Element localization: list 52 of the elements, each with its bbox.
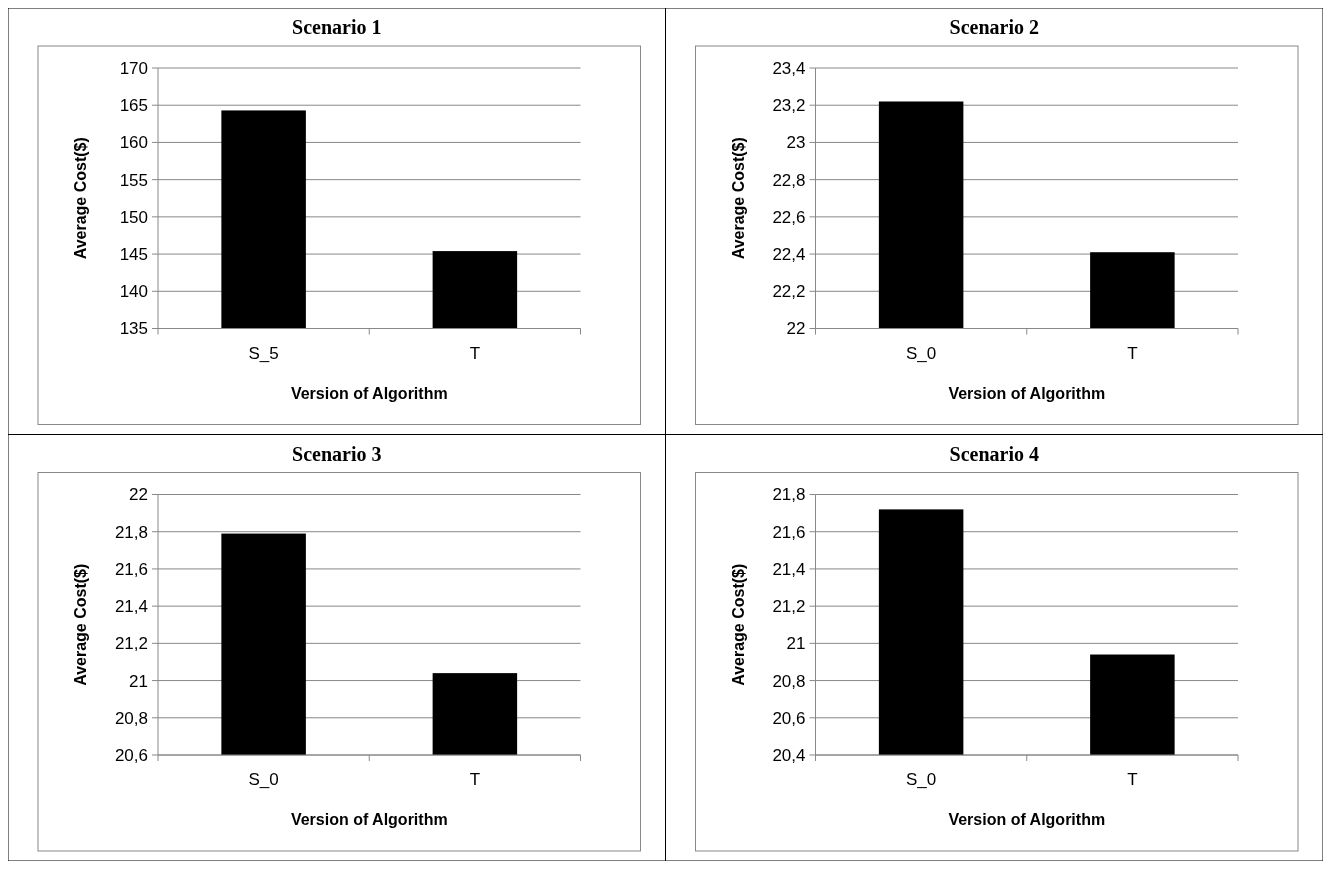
y-tick-label: 135 xyxy=(119,319,148,339)
y-tick-label: 20,8 xyxy=(114,708,148,728)
x-tick-label: S_0 xyxy=(248,770,279,789)
y-tick-label: 20,6 xyxy=(114,745,148,765)
y-tick-label: 140 xyxy=(119,282,148,302)
x-tick-label: T xyxy=(1127,770,1138,789)
x-axis-title: Version of Algorithm xyxy=(290,384,448,402)
y-tick-label: 23,2 xyxy=(772,96,806,116)
x-axis-title: Version of Algorithm xyxy=(290,811,448,828)
y-tick-label: 21,6 xyxy=(772,522,806,542)
y-tick-label: 21,2 xyxy=(772,597,806,617)
y-tick-label: 165 xyxy=(119,96,148,116)
x-tick-label: T xyxy=(469,343,481,363)
y-tick-label: 22,6 xyxy=(772,207,806,227)
y-axis-title: Average Cost($) xyxy=(729,563,747,686)
y-axis-title: Average Cost($) xyxy=(72,137,89,260)
y-tick-label: 21,8 xyxy=(114,522,148,542)
chart-title: Scenario 4 xyxy=(949,442,1039,465)
y-tick-label: 21,4 xyxy=(772,559,806,579)
y-tick-label: 22,8 xyxy=(772,170,806,190)
y-tick-label: 23,4 xyxy=(772,58,806,78)
y-tick-label: 20,6 xyxy=(772,708,806,728)
chart-title: Scenario 2 xyxy=(949,16,1039,38)
y-axis-title: Average Cost($) xyxy=(72,563,89,686)
x-tick-label: S_0 xyxy=(906,770,937,789)
y-tick-label: 21 xyxy=(786,634,806,654)
y-tick-label: 170 xyxy=(119,58,148,78)
x-tick-label: S_0 xyxy=(906,343,937,363)
y-tick-label: 20,4 xyxy=(772,745,806,765)
y-tick-label: 155 xyxy=(119,170,148,190)
y-tick-label: 160 xyxy=(119,133,148,153)
y-tick-label: 22,2 xyxy=(772,282,806,302)
y-axis-title: Average Cost($) xyxy=(729,137,747,260)
x-axis-title: Version of Algorithm xyxy=(948,811,1106,828)
y-tick-label: 145 xyxy=(119,245,148,265)
y-tick-label: 21,2 xyxy=(114,634,148,654)
y-tick-label: 21,4 xyxy=(114,597,148,617)
chart-title: Scenario 3 xyxy=(292,442,382,465)
x-tick-label: S_5 xyxy=(248,343,279,363)
y-tick-label: 22 xyxy=(786,319,806,339)
x-axis-title: Version of Algorithm xyxy=(948,384,1106,402)
y-tick-label: 20,8 xyxy=(772,671,806,691)
chart-title: Scenario 1 xyxy=(292,16,382,38)
y-tick-label: 150 xyxy=(119,207,148,227)
x-tick-label: T xyxy=(1127,343,1138,363)
y-tick-label: 22,4 xyxy=(772,245,806,265)
y-tick-label: 22 xyxy=(129,485,148,505)
y-tick-label: 21,8 xyxy=(772,485,806,505)
y-tick-label: 21,6 xyxy=(114,559,148,579)
y-tick-label: 21 xyxy=(129,671,148,691)
y-tick-label: 23 xyxy=(786,133,806,153)
x-tick-label: T xyxy=(469,770,481,789)
